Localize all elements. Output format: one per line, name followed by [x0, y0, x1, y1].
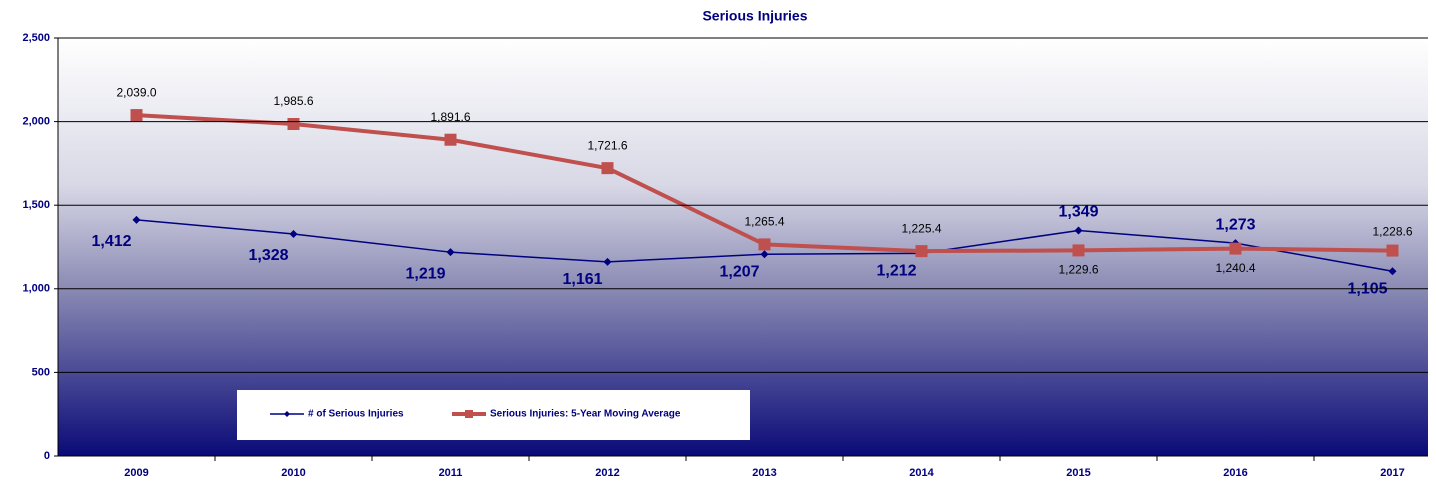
legend-box: [237, 390, 750, 440]
data-label: 1,228.6: [1372, 225, 1412, 239]
marker: [601, 162, 614, 175]
marker: [1386, 244, 1399, 257]
data-label: 1,225.4: [901, 221, 941, 235]
data-label: 1,207: [719, 263, 759, 280]
legend: # of Serious Injuries Serious Injuries: 5…: [237, 390, 750, 440]
data-label: 1,161: [562, 271, 602, 288]
x-tick-label: 2009: [124, 467, 148, 479]
legend-label: # of Serious Injuries: [308, 409, 404, 420]
legend-marker: [284, 411, 290, 417]
marker: [287, 118, 300, 131]
plot: 1,412 1,328 1,219 1,161 1,207 1,212 1,349 1,273…: [91, 85, 1412, 297]
x-tick-label: 2014: [909, 467, 934, 479]
data-label: 1,273: [1215, 216, 1255, 233]
marker: [1072, 244, 1085, 257]
data-label: 1,349: [1058, 204, 1098, 221]
marker: [758, 238, 771, 251]
x-tick-label: 2013: [752, 467, 776, 479]
y-tick-label: 1,500: [22, 199, 50, 211]
y-tick-label: 2,000: [22, 116, 50, 128]
plot-area: [58, 38, 1428, 456]
marker: [289, 229, 298, 238]
data-label: 1,412: [91, 233, 131, 250]
data-label: 1,265.4: [744, 215, 784, 229]
data-label: 1,985.6: [273, 94, 313, 108]
data-label: 1,240.4: [1215, 261, 1255, 275]
x-tick-label: 2011: [439, 467, 463, 479]
y-tick-label: 2,500: [22, 32, 50, 44]
marker: [760, 250, 769, 259]
marker: [603, 257, 612, 266]
data-label: 1,212: [876, 263, 916, 280]
marker: [915, 245, 928, 258]
x-tick-label: 2010: [281, 467, 305, 479]
legend-label: Serious Injuries: 5-Year Moving Average: [490, 409, 681, 420]
y-tick-label: 500: [32, 366, 50, 378]
data-label: 1,219: [405, 265, 445, 282]
marker: [1074, 226, 1083, 235]
chart-title: Serious Injuries: [702, 8, 807, 24]
data-label: 2,039.0: [116, 85, 156, 99]
x-tick-label: 2015: [1066, 467, 1090, 479]
x-tick-label: 2012: [595, 467, 619, 479]
x-tick-label: 2016: [1223, 467, 1247, 479]
y-tick-label: 0: [44, 450, 50, 462]
marker: [130, 109, 143, 122]
legend-marker: [465, 410, 473, 418]
marker: [1229, 242, 1242, 255]
data-label: 1,891.6: [430, 110, 470, 124]
marker: [446, 248, 455, 257]
x-tick-label: 2017: [1380, 467, 1404, 479]
y-tick-label: 1,000: [22, 283, 50, 295]
marker: [444, 133, 457, 146]
data-label: 1,721.6: [587, 138, 627, 152]
data-label: 1,328: [248, 247, 288, 264]
data-label: 1,229.6: [1058, 263, 1098, 277]
marker: [132, 215, 141, 224]
marker: [1388, 267, 1397, 276]
